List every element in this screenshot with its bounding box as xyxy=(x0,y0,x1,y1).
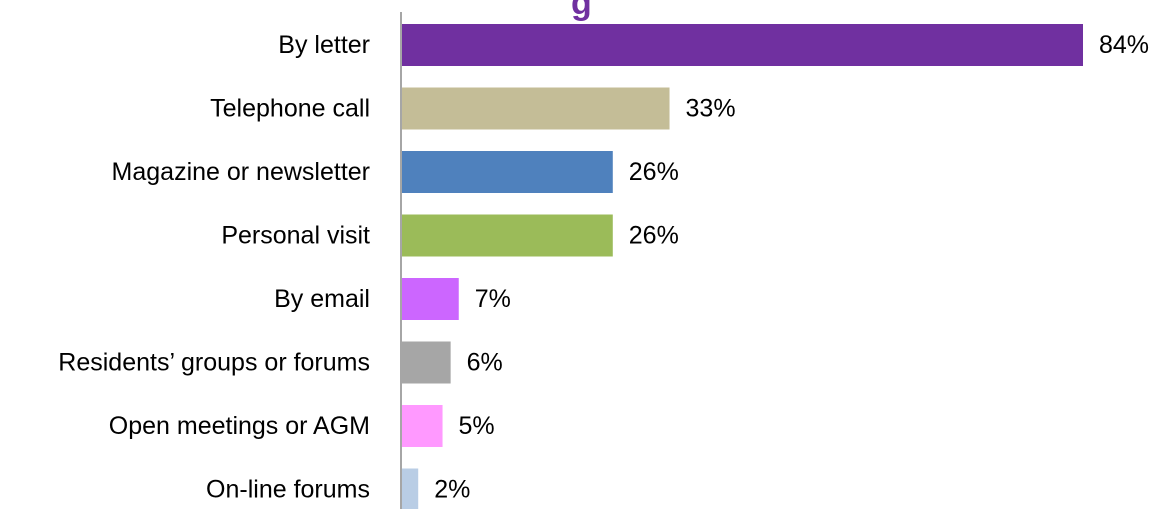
value-label-0: 84% xyxy=(1099,31,1149,59)
bar-7 xyxy=(402,468,419,509)
value-label-7: 2% xyxy=(434,476,470,504)
value-label-6: 5% xyxy=(459,412,495,440)
chart-title-fragment: g xyxy=(571,0,592,22)
bar-2 xyxy=(402,151,613,193)
bars-group xyxy=(402,24,1083,509)
value-label-4: 7% xyxy=(475,285,511,313)
category-label-4: By email xyxy=(274,285,370,313)
category-label-5: Residents’ groups or forums xyxy=(58,349,370,377)
bar-0 xyxy=(402,24,1083,66)
bar-4 xyxy=(402,278,459,320)
value-label-5: 6% xyxy=(467,349,503,377)
category-labels-group: By letter Telephone call Magazine or newsl… xyxy=(58,31,370,504)
value-label-1: 33% xyxy=(686,95,736,123)
bar-6 xyxy=(402,405,443,447)
bar-5 xyxy=(402,341,451,384)
category-label-1: Telephone call xyxy=(210,95,370,123)
category-label-2: Magazine or newsletter xyxy=(112,158,370,186)
category-label-6: Open meetings or AGM xyxy=(109,412,370,440)
category-label-3: Personal visit xyxy=(221,222,370,250)
bar-1 xyxy=(402,87,670,130)
value-labels-group: 84% 33% 26% 26% 7% 6% 5% 2% xyxy=(434,31,1149,504)
bar-3 xyxy=(402,214,613,257)
value-label-2: 26% xyxy=(629,158,679,186)
category-label-0: By letter xyxy=(278,31,370,59)
value-label-3: 26% xyxy=(629,222,679,250)
category-label-7: On-line forums xyxy=(206,476,370,504)
